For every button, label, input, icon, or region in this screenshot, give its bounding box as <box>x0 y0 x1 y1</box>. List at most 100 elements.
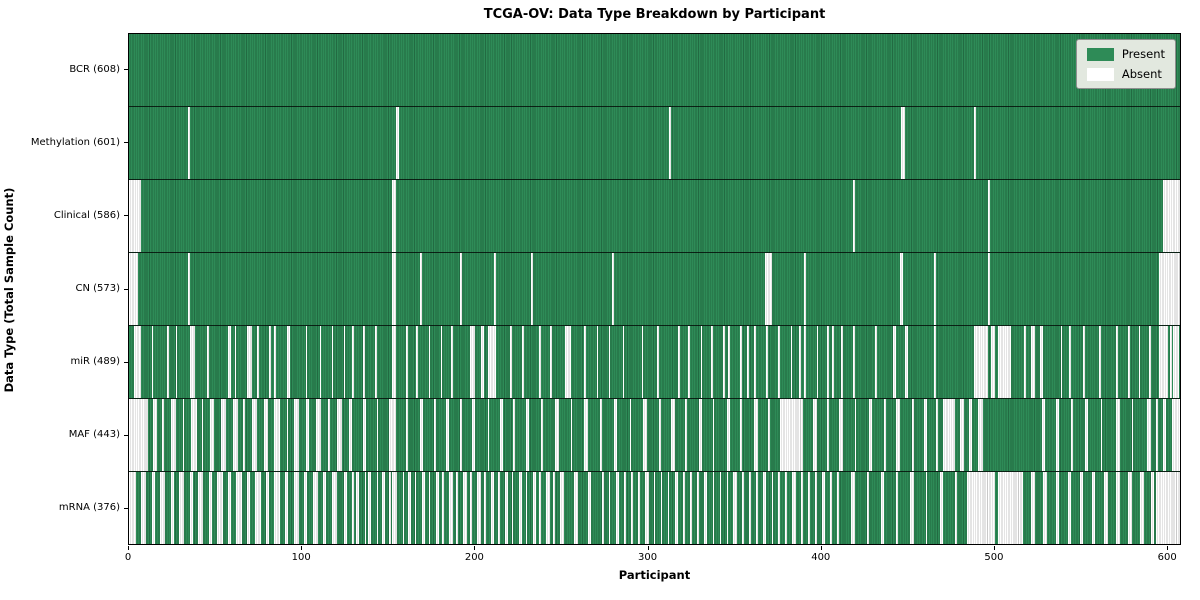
absent-stripe <box>631 472 633 544</box>
absent-stripe <box>1116 326 1118 398</box>
y-tick-label: miR (489) <box>70 356 120 368</box>
absent-stripe <box>728 326 730 398</box>
absent-stripe <box>316 399 322 471</box>
heatmap-row-cn <box>129 252 1180 325</box>
absent-stripe <box>376 399 379 471</box>
absent-stripe <box>726 399 730 471</box>
absent-stripe <box>1149 326 1151 398</box>
absent-stripe <box>319 326 322 398</box>
absent-stripe <box>601 472 604 544</box>
absent-stripe <box>518 472 523 544</box>
absent-stripe <box>456 472 459 544</box>
absent-stripe <box>451 326 453 398</box>
absent-stripe <box>470 326 476 398</box>
absent-stripe <box>868 399 872 471</box>
absent-stripe <box>210 399 214 471</box>
absent-stripe <box>549 326 552 398</box>
absent-stripe <box>497 472 500 544</box>
absent-stripe <box>587 472 592 544</box>
absent-stripe <box>700 326 703 398</box>
absent-stripe <box>998 326 1011 398</box>
absent-stripe <box>374 326 377 398</box>
absent-stripe <box>974 107 976 179</box>
absent-stripe <box>284 472 289 544</box>
absent-stripe <box>362 326 365 398</box>
absent-stripe <box>690 472 692 544</box>
absent-stripe <box>830 472 833 544</box>
heatmap-row-maf <box>129 398 1180 471</box>
y-tick-mark <box>124 69 128 71</box>
absent-stripe <box>368 472 372 544</box>
absent-stripe <box>428 472 431 544</box>
absent-stripe <box>459 253 462 325</box>
absent-stripe <box>657 326 659 398</box>
absent-stripe <box>471 399 476 471</box>
absent-stripe <box>208 472 213 544</box>
absent-stripe <box>189 326 195 398</box>
x-tick-label: 600 <box>1157 552 1177 563</box>
absent-stripe <box>1162 180 1180 252</box>
absent-stripe <box>624 472 627 544</box>
absent-stripe <box>854 399 857 471</box>
y-tick-mark <box>124 361 128 363</box>
x-tick-label: 400 <box>811 552 831 563</box>
absent-stripe <box>600 399 602 471</box>
absent-stripe <box>974 326 988 398</box>
absent-stripe <box>991 326 995 398</box>
absent-stripe <box>998 472 1023 544</box>
absent-stripe <box>1138 326 1141 398</box>
absent-stripe <box>1091 472 1096 544</box>
absent-stripe <box>153 399 157 471</box>
absent-stripe <box>653 472 656 544</box>
absent-stripe <box>641 326 644 398</box>
absent-stripe <box>934 253 937 325</box>
absent-stripe <box>269 326 271 398</box>
absent-stripe <box>1071 399 1073 471</box>
absent-stripe <box>1128 472 1132 544</box>
absent-stripe <box>814 472 817 544</box>
absent-stripe <box>899 253 904 325</box>
absent-stripe <box>688 326 691 398</box>
absent-stripe <box>1060 326 1063 398</box>
absent-stripe <box>303 472 308 544</box>
x-tick-mark <box>474 546 476 550</box>
absent-stripe <box>459 399 462 471</box>
absent-stripe <box>1156 399 1158 471</box>
absent-stripe <box>660 472 663 544</box>
x-tick-mark <box>820 546 822 550</box>
absent-stripe <box>821 472 826 544</box>
absent-stripe <box>826 326 829 398</box>
y-tick-label: CN (573) <box>75 283 120 294</box>
absent-stripe <box>336 399 343 471</box>
absent-stripe <box>392 326 396 398</box>
absent-stripe <box>494 253 497 325</box>
absent-stripe <box>151 326 154 398</box>
absent-stripe <box>832 326 834 398</box>
heatmap-row-mir <box>129 325 1180 398</box>
absent-stripe <box>612 253 614 325</box>
absent-stripe <box>804 326 807 398</box>
absent-stripe <box>134 326 142 398</box>
absent-stripe <box>352 326 355 398</box>
absent-stripe <box>421 472 426 544</box>
absent-stripe <box>839 399 843 471</box>
absent-stripe <box>328 399 330 471</box>
absent-stripe <box>785 472 788 544</box>
absent-stripe <box>726 472 729 544</box>
absent-stripe <box>596 326 599 398</box>
absent-stripe <box>232 399 239 471</box>
absent-stripe <box>942 399 956 471</box>
absent-stripe <box>1131 399 1134 471</box>
absent-stripe <box>608 472 611 544</box>
absent-stripe <box>816 326 819 398</box>
absent-stripe <box>414 472 417 544</box>
absent-stripe <box>852 180 855 252</box>
absent-stripe <box>892 326 897 398</box>
x-tick-label: 200 <box>464 552 484 563</box>
absent-stripe <box>911 399 914 471</box>
absent-stripe <box>826 399 829 471</box>
heatmap-row-methylation <box>129 106 1180 179</box>
absent-stripe <box>189 472 194 544</box>
absent-stripe <box>977 399 983 471</box>
